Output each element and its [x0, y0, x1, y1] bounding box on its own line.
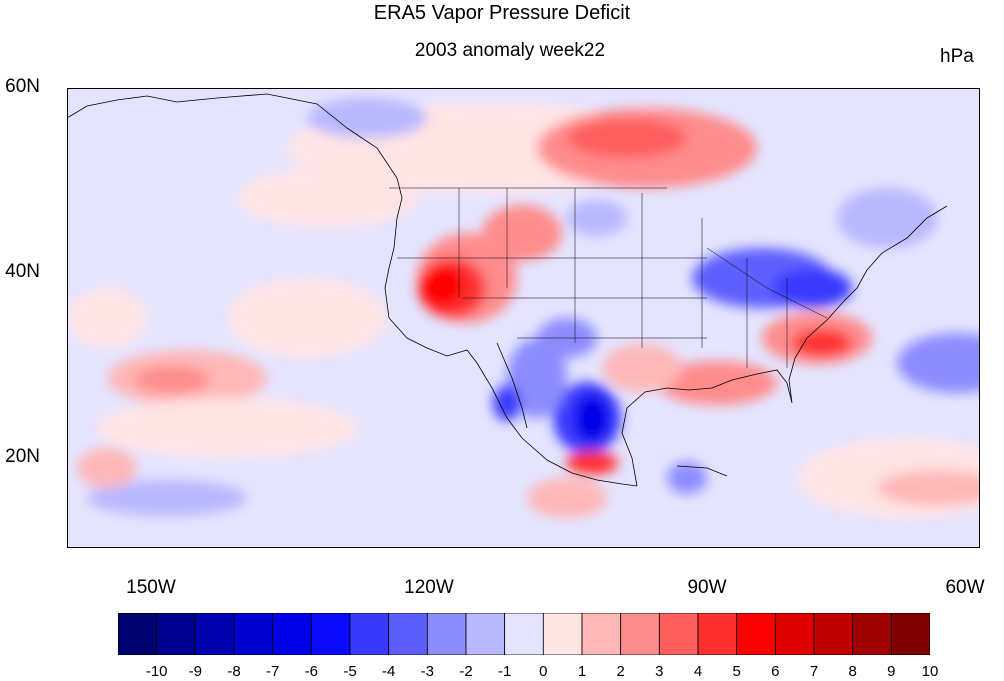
- colorbar-swatch: [504, 613, 544, 655]
- colorbar-tick-label: 2: [616, 663, 625, 680]
- colorbar-swatch: [272, 613, 312, 655]
- colorbar-tick-label: -3: [420, 663, 434, 680]
- colorbar-tick-label: 6: [771, 663, 780, 680]
- colorbar-swatch: [156, 613, 196, 655]
- colorbar-swatch: [465, 613, 506, 655]
- map-frame: [67, 88, 980, 548]
- colorbar-swatch: [118, 613, 158, 655]
- colorbar-swatch: [310, 613, 351, 655]
- colorbar-tick-label: -2: [459, 663, 473, 680]
- map-title: ERA5 Vapor Pressure Deficit: [373, 2, 631, 24]
- colorbar-tick-label: 0: [539, 663, 548, 680]
- colorbar-swatch: [581, 613, 622, 655]
- colorbar: [118, 613, 930, 655]
- colorbar-swatch: [194, 613, 235, 655]
- colorbar-swatch: [813, 613, 854, 655]
- colorbar-swatch: [542, 613, 583, 655]
- colorbar-tick-label: 8: [848, 663, 857, 680]
- colorbar-swatch: [658, 613, 699, 655]
- vpd-anomaly-map: [67, 88, 980, 548]
- lat-label-20n: 20N: [5, 446, 40, 467]
- lon-label-60w: 60W: [945, 577, 985, 598]
- colorbar-tick-label: -8: [227, 663, 241, 680]
- colorbar-tick-label: 3: [655, 663, 664, 680]
- colorbar-tick-label: -9: [188, 663, 202, 680]
- coastlines: [67, 93, 948, 487]
- anomaly-field: [67, 98, 980, 518]
- colorbar-tick-label: -1: [498, 663, 512, 680]
- lat-label-60n: 60N: [5, 76, 40, 97]
- colorbar-tick-label: -5: [343, 663, 357, 680]
- colorbar-tick-label: -7: [266, 663, 280, 680]
- colorbar-swatch: [233, 613, 274, 655]
- units-label: hPa: [940, 46, 974, 67]
- colorbar-swatch: [736, 613, 776, 655]
- lat-label-40n: 40N: [5, 261, 40, 282]
- colorbar-tick-label: 5: [732, 663, 741, 680]
- colorbar-swatch: [697, 613, 738, 655]
- lon-label-90w: 90W: [687, 577, 727, 598]
- colorbar-tick-label: 7: [809, 663, 819, 680]
- colorbar-swatch: [774, 613, 815, 655]
- colorbar-tick-label: -4: [382, 663, 396, 680]
- map-subtitle: 2003 anomaly week22: [414, 40, 606, 61]
- colorbar-tick-label: -6: [304, 663, 318, 680]
- colorbar-swatch: [890, 613, 930, 655]
- lon-label-120w: 120W: [404, 577, 454, 598]
- colorbar-swatch: [852, 613, 892, 655]
- colorbar-swatch: [388, 613, 428, 655]
- colorbar-tick-label: 4: [693, 663, 703, 680]
- lon-label-150w: 150W: [126, 577, 176, 598]
- state-borders: [389, 187, 828, 368]
- colorbar-tick-label: -10: [145, 663, 168, 680]
- colorbar-tick-label: 1: [577, 663, 587, 680]
- colorbar-swatch: [620, 613, 660, 655]
- colorbar-tick-label: 10: [921, 663, 939, 680]
- colorbar-swatch: [349, 613, 390, 655]
- colorbar-tick-label: 9: [887, 663, 896, 680]
- colorbar-swatch: [426, 613, 467, 655]
